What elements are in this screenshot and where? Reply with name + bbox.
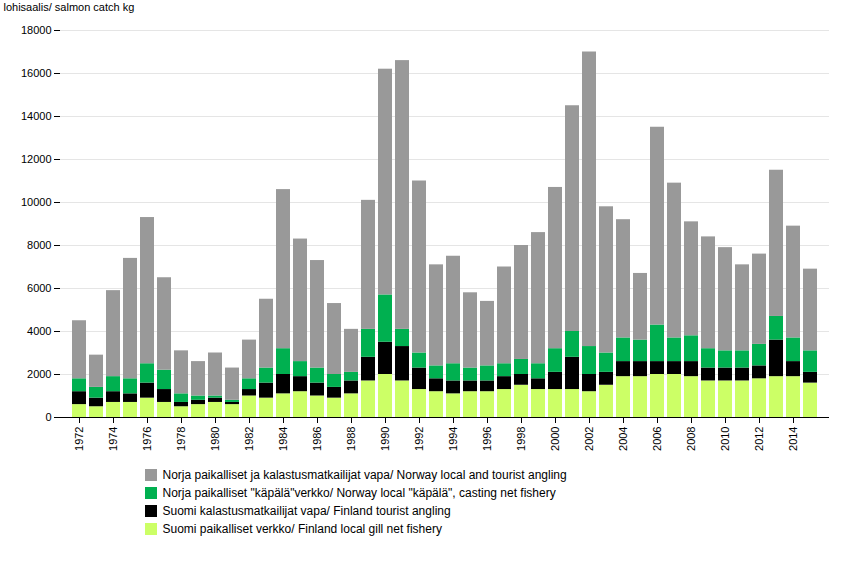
svg-text:2002: 2002 <box>583 427 595 451</box>
svg-text:2000: 2000 <box>27 368 51 380</box>
svg-text:2010: 2010 <box>719 427 731 451</box>
svg-text:18000: 18000 <box>21 24 52 36</box>
html-text:Norja paikalliset "käpälä"verk: Norja paikalliset "käpälä"verkko/ Norway… <box>162 486 556 500</box>
html-text:Norja paikalliset ja kalastusm: Norja paikalliset ja kalastusmatkailijat… <box>162 468 567 482</box>
svg-text:1986: 1986 <box>311 427 323 451</box>
svg-text:1974: 1974 <box>107 427 119 451</box>
svg-text:2004: 2004 <box>617 427 629 451</box>
html-text:Suomi paikalliset verkko/ Finl: Suomi paikalliset verkko/ Finland local … <box>162 522 442 536</box>
svg-text:8000: 8000 <box>27 239 51 251</box>
svg-text:14000: 14000 <box>21 110 52 122</box>
svg-text:1988: 1988 <box>345 427 357 451</box>
svg-text:1990: 1990 <box>379 427 391 451</box>
svg-text:1976: 1976 <box>141 427 153 451</box>
svg-text:1996: 1996 <box>481 427 493 451</box>
svg-text:1982: 1982 <box>243 427 255 451</box>
svg-text:2012: 2012 <box>753 427 765 451</box>
svg-text:2000: 2000 <box>549 427 561 451</box>
svg-text:12000: 12000 <box>21 153 52 165</box>
svg-text:1980: 1980 <box>209 427 221 451</box>
svg-text:1972: 1972 <box>73 427 85 451</box>
svg-text:16000: 16000 <box>21 67 52 79</box>
svg-text:2014: 2014 <box>787 427 799 451</box>
svg-text:1984: 1984 <box>277 427 289 451</box>
svg-text:2008: 2008 <box>685 427 697 451</box>
svg-text:6000: 6000 <box>27 282 51 294</box>
svg-text:10000: 10000 <box>21 196 52 208</box>
svg-text:1998: 1998 <box>515 427 527 451</box>
svg-text:1978: 1978 <box>175 427 187 451</box>
svg-text:1992: 1992 <box>413 427 425 451</box>
svg-text:lohisaalis/ salmon catch kg: lohisaalis/ salmon catch kg <box>4 1 135 13</box>
svg-text:2006: 2006 <box>651 427 663 451</box>
svg-text:0: 0 <box>45 411 51 423</box>
svg-text:1994: 1994 <box>447 427 459 451</box>
html-text:Suomi kalastusmatkailijat vapa: Suomi kalastusmatkailijat vapa/ Finland … <box>162 504 451 518</box>
svg-text:4000: 4000 <box>27 325 51 337</box>
